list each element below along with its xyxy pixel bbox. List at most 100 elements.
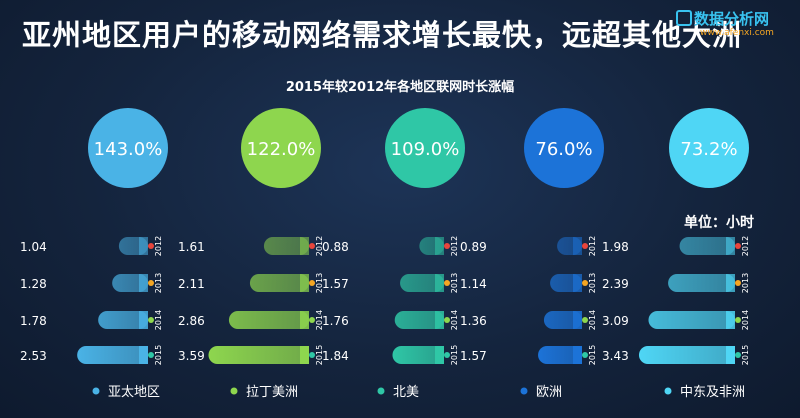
legend-swatch: [230, 387, 238, 395]
year-tick-label: 2013: [450, 273, 459, 293]
bar-end: [139, 311, 148, 329]
year-dot: [148, 280, 154, 286]
year-tick-label: 2012: [315, 236, 324, 256]
bar-end: [435, 274, 444, 292]
bar-end: [573, 311, 582, 329]
year-tick-label: 2013: [154, 273, 163, 293]
year-tick-label: 2013: [741, 273, 750, 293]
bar: [543, 311, 582, 329]
bar: [679, 237, 735, 255]
growth-circle: [241, 108, 321, 188]
bar-end: [139, 346, 148, 364]
year-dot: [735, 280, 741, 286]
year-tick-label: 2013: [315, 273, 324, 293]
data-label: 3.59: [178, 349, 205, 363]
page-title: 亚州地区用户的移动网络需求增长最快，远超其他大洲: [22, 18, 743, 52]
year-dot: [735, 352, 741, 358]
bar: [263, 237, 309, 255]
bar-end: [139, 237, 148, 255]
bar: [98, 311, 148, 329]
bar-end: [435, 237, 444, 255]
growth-label: 143.0%: [94, 139, 163, 160]
bar: [638, 346, 735, 364]
legend-swatch: [377, 387, 385, 395]
bar: [249, 274, 309, 292]
data-label: 1.57: [322, 277, 349, 291]
bar: [228, 311, 309, 329]
data-label: 0.88: [322, 240, 349, 254]
year-tick-label: 2012: [450, 236, 459, 256]
year-dot: [735, 317, 741, 323]
bar: [400, 274, 444, 292]
data-label: 1.78: [20, 314, 47, 328]
data-label: 1.36: [460, 314, 487, 328]
growth-label: 76.0%: [535, 139, 592, 160]
year-tick-label: 2015: [588, 345, 597, 365]
watermark: 数据分析网 www.afenxi.com: [674, 6, 792, 44]
growth-circle: [385, 108, 465, 188]
year-dot: [309, 352, 315, 358]
bar-end: [435, 346, 444, 364]
growth-label: 73.2%: [680, 139, 737, 160]
bar: [394, 311, 444, 329]
bar-end: [573, 346, 582, 364]
year-tick-label: 2014: [154, 310, 163, 330]
data-label: 0.89: [460, 240, 487, 254]
data-label: 1.76: [322, 314, 349, 328]
year-dot: [309, 243, 315, 249]
year-tick-label: 2015: [741, 345, 750, 365]
year-tick-label: 2014: [741, 310, 750, 330]
bar: [668, 274, 735, 292]
watermark-url: www.afenxi.com: [700, 28, 774, 38]
bar-end: [726, 346, 735, 364]
year-tick-label: 2015: [315, 345, 324, 365]
year-tick-label: 2015: [154, 345, 163, 365]
year-dot: [444, 352, 450, 358]
legend-label: 欧洲: [536, 385, 562, 400]
data-label: 1.14: [460, 277, 487, 291]
legend-label: 北美: [393, 385, 419, 400]
growth-circle: [669, 108, 749, 188]
logo-icon: [676, 10, 692, 26]
year-dot: [582, 317, 588, 323]
bar-end: [726, 311, 735, 329]
year-dot: [309, 317, 315, 323]
legend-label: 中东及非洲: [680, 385, 745, 400]
growth-circle: [88, 108, 168, 188]
bar-end: [300, 237, 309, 255]
data-label: 2.86: [178, 314, 205, 328]
bar-end: [300, 346, 309, 364]
unit-label: 单位：小时: [684, 215, 754, 231]
year-tick-label: 2012: [741, 236, 750, 256]
year-tick-label: 2012: [154, 236, 163, 256]
legend-label: 亚太地区: [108, 385, 160, 400]
year-dot: [444, 280, 450, 286]
bar-end: [573, 237, 582, 255]
year-dot: [582, 352, 588, 358]
year-dot: [582, 243, 588, 249]
data-label: 3.43: [602, 349, 629, 363]
year-dot: [309, 280, 315, 286]
year-tick-label: 2014: [588, 310, 597, 330]
bar-end: [435, 311, 444, 329]
legend-swatch: [520, 387, 528, 395]
bar-end: [300, 311, 309, 329]
year-tick-label: 2013: [588, 273, 597, 293]
year-dot: [735, 243, 741, 249]
bar-end: [300, 274, 309, 292]
bar-end: [726, 237, 735, 255]
year-dot: [148, 352, 154, 358]
bar: [208, 346, 309, 364]
data-label: 2.11: [178, 277, 205, 291]
bar: [392, 346, 444, 364]
growth-label: 122.0%: [247, 139, 316, 160]
data-label: 1.28: [20, 277, 47, 291]
bar-end: [726, 274, 735, 292]
growth-label: 109.0%: [391, 139, 460, 160]
year-tick-label: 2012: [588, 236, 597, 256]
legend-swatch: [664, 387, 672, 395]
year-tick-label: 2015: [450, 345, 459, 365]
year-tick-label: 2014: [315, 310, 324, 330]
year-dot: [582, 280, 588, 286]
